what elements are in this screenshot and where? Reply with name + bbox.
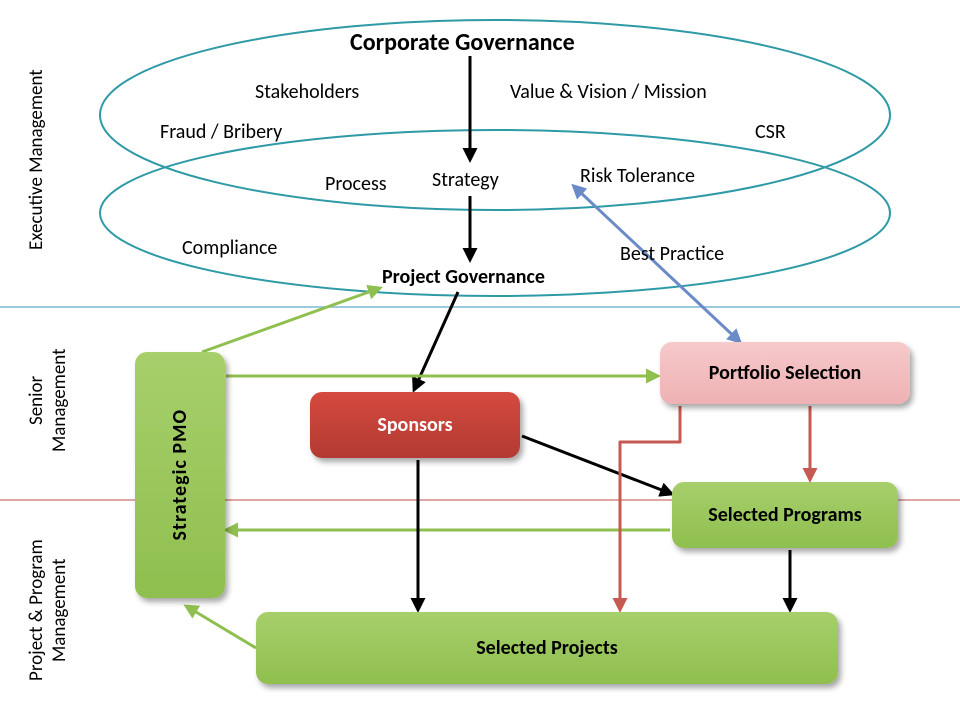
node-sponsors: Sponsors [310,392,520,458]
term-stakeholders: Stakeholders [255,80,359,104]
diagram-root: Executive Management Senior Management P… [0,0,960,720]
node-strategic-pmo: Strategic PMO [135,352,225,598]
node-strategic-pmo-label: Strategic PMO [168,409,192,540]
arrow-projgov-to-sponsors [414,292,458,390]
term-best-practice: Best Practice [620,242,724,266]
term-strategy: Strategy [432,168,499,192]
term-csr: CSR [755,120,786,144]
term-compliance: Compliance [182,236,277,260]
term-process: Process [325,172,387,196]
arrow-sponsors-to-programs [522,436,672,494]
node-sponsors-label: Sponsors [377,413,452,437]
tier-label-executive: Executive Management [25,45,48,275]
arrow-pmo-to-projgov [202,288,380,352]
node-selected-programs: Selected Programs [672,482,898,548]
node-portfolio-label: Portfolio Selection [709,361,861,385]
title-project-governance: Project Governance [382,265,545,289]
node-projects-label: Selected Projects [476,636,618,660]
arrow-portfolio-to-projects [620,406,680,610]
node-programs-label: Selected Programs [708,503,861,527]
arrow-projects-to-pmo [186,606,256,648]
term-value-vision: Value & Vision / Mission [510,80,707,104]
arrow-risk-to-portfolio [580,192,740,342]
term-fraud-bribery: Fraud / Bribery [160,120,282,144]
node-portfolio-selection: Portfolio Selection [660,342,910,404]
node-selected-projects: Selected Projects [256,612,838,684]
tier-label-ppm: Project & Program Management [25,510,71,710]
title-corporate-governance: Corporate Governance [350,28,575,57]
term-risk-tolerance: Risk Tolerance [580,164,695,188]
tier-label-senior: Senior Management [25,330,71,470]
